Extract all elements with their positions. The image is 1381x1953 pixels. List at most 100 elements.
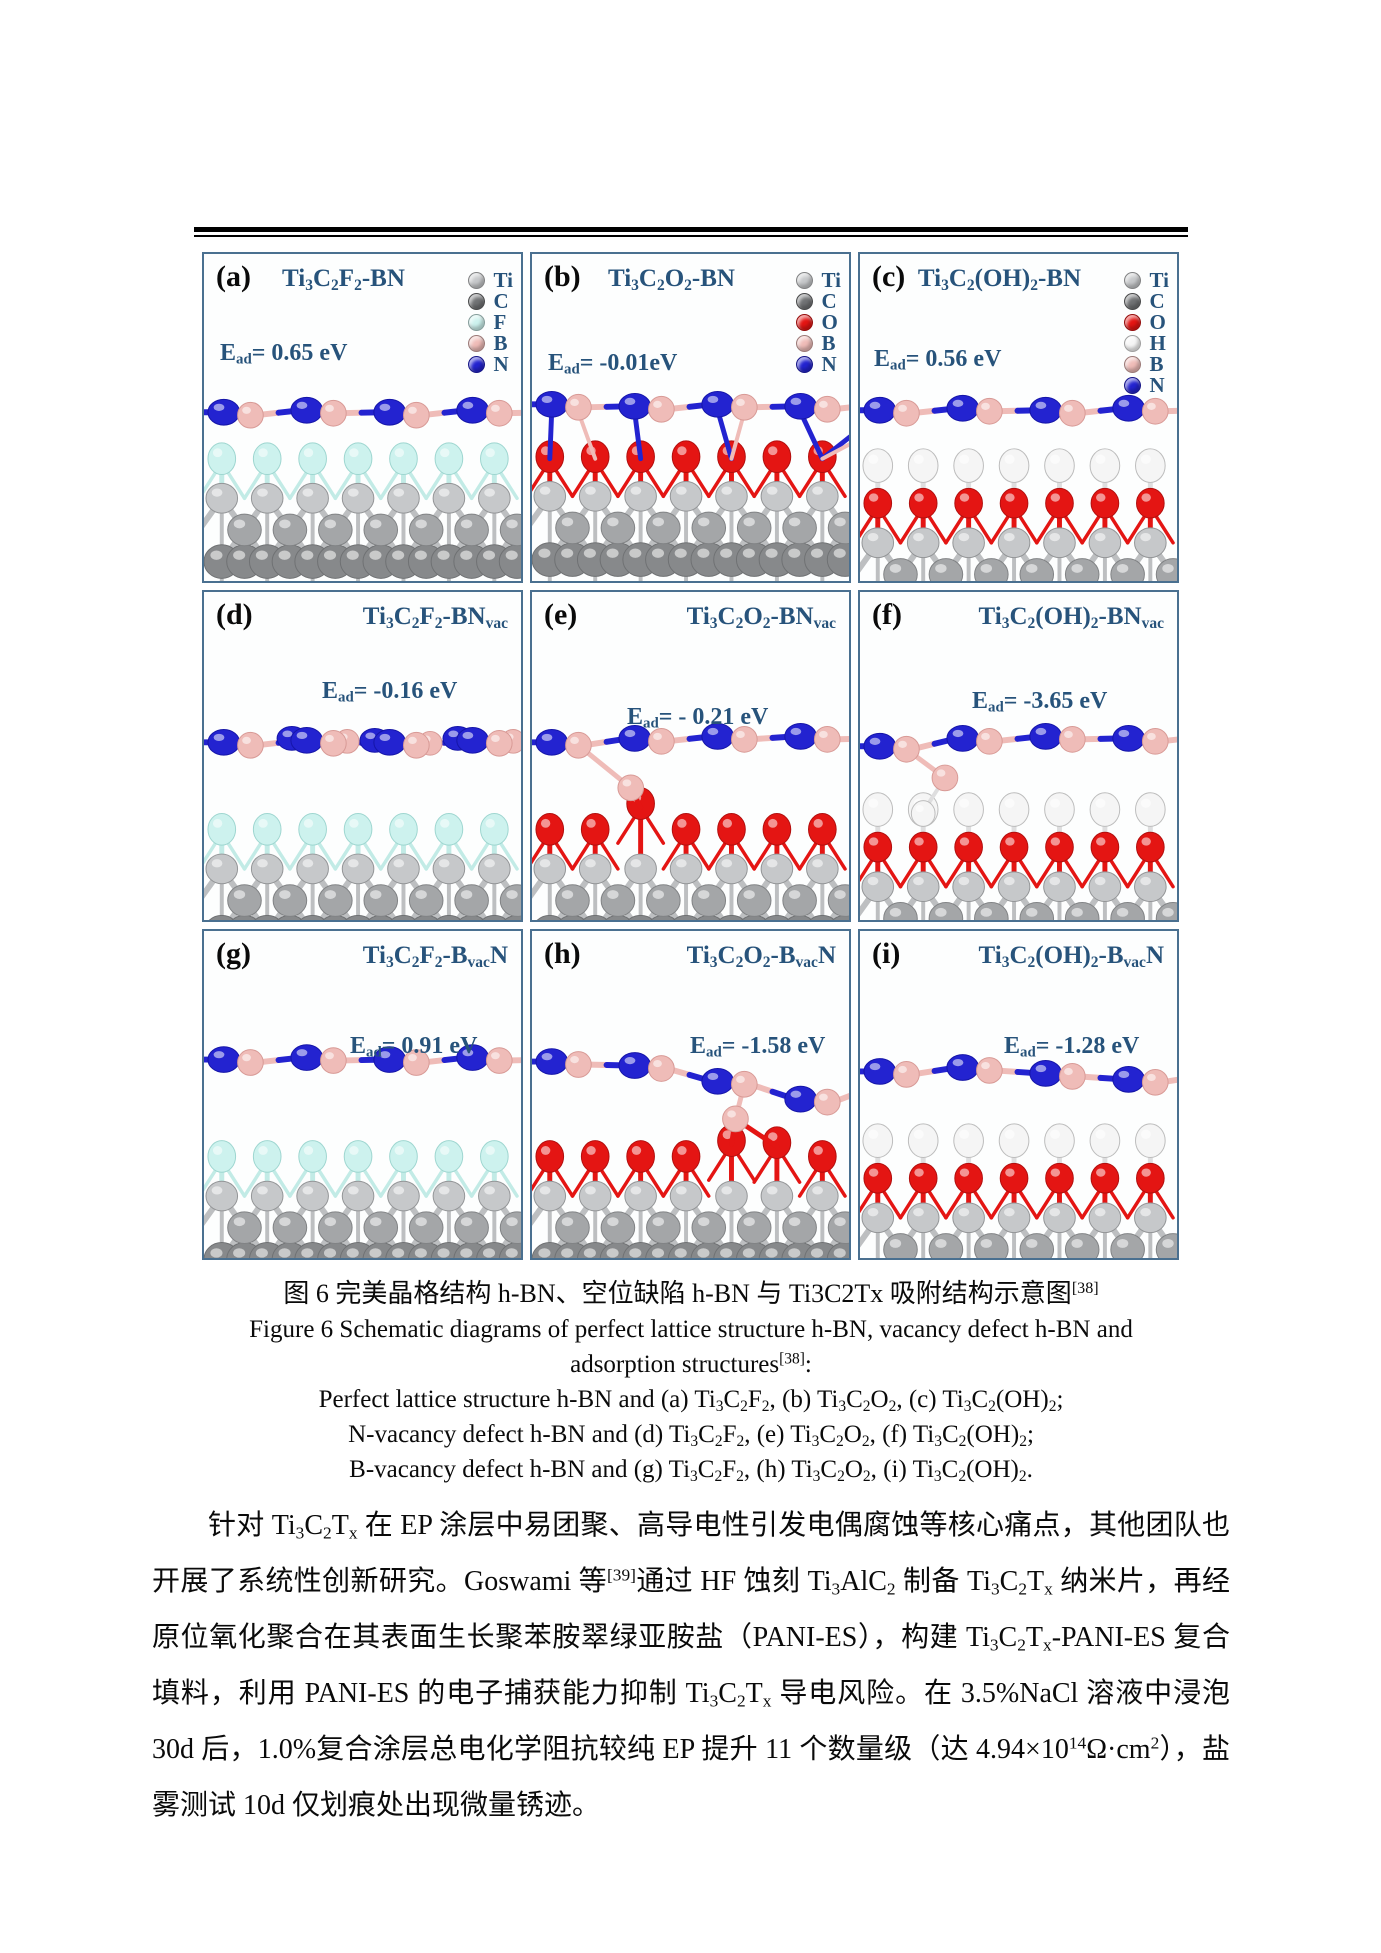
legend-element-label: H: [1149, 331, 1166, 355]
atom-swatch-icon: [467, 272, 485, 289]
atom-swatch-icon: [795, 314, 813, 331]
panel-label: (f): [872, 598, 902, 632]
atom-swatch-icon: [1123, 314, 1141, 331]
legend-item-ti: Ti: [1123, 270, 1169, 291]
adsorption-energy-value: Ead= - 0.21 eV: [627, 704, 769, 733]
structure-svg: [204, 726, 521, 920]
structure-svg: [860, 394, 1177, 582]
legend-element-label: N: [493, 352, 509, 376]
legend-element-label: O: [1149, 310, 1166, 334]
structure-svg: [204, 396, 521, 582]
panel-title: Ti3C2O2-BN: [607, 265, 735, 294]
figure-panel-a: (a) Ti3C2F2-BN Ead= 0.65 eV Ti C F B N: [202, 252, 523, 584]
adsorption-energy-value: Ead= -1.58 eV: [690, 1032, 826, 1061]
atom-swatch-icon: [795, 335, 813, 352]
legend-item-c: C: [795, 291, 841, 312]
legend-item-o: O: [795, 310, 841, 334]
legend-element-label: N: [821, 352, 837, 376]
legend-item-f: F: [467, 310, 513, 334]
legend-element-label: C: [1149, 289, 1165, 313]
panel-label: (a): [216, 260, 251, 293]
panel-title: Ti3C2F2-BvacN: [362, 941, 508, 971]
atom-swatch-icon: [467, 356, 485, 373]
figure-panel-b: (b) Ti3C2O2-BN Ead= -0.01eV Ti C O B N: [530, 252, 851, 584]
adsorption-energy-value: Ead= -0.01eV: [548, 350, 678, 378]
atom-swatch-icon: [467, 335, 485, 352]
structure-svg: [860, 1053, 1177, 1258]
figure-panel-d: (d) Ti3C2F2-BNvac Ead= -0.16 eV: [202, 590, 523, 922]
atom-swatch-icon: [1123, 335, 1141, 352]
panel-label: (e): [544, 598, 578, 632]
atom-swatch-icon: [467, 293, 485, 310]
panel-title: Ti3C2(OH)2-BN: [917, 265, 1082, 294]
legend-item-c: C: [1123, 289, 1169, 313]
adsorption-energy-value: Ead= 0.56 eV: [874, 346, 1002, 374]
figure-panel-f: (f) Ti3C2(OH)2-BNvac Ead= -3.65 eV: [858, 590, 1179, 922]
adsorption-energy-value: Ead= -3.65 eV: [972, 688, 1108, 717]
atom-swatch-icon: [1123, 272, 1141, 289]
atom-swatch-icon: [795, 356, 813, 373]
atom-legend: Ti C O B N: [795, 268, 841, 376]
adsorption-energy-value: Ead= 0.91 eV: [350, 1032, 478, 1061]
figure-panel-e: (e) Ti3C2O2-BNvac Ead= - 0.21 eV: [530, 590, 851, 922]
legend-item-ti: Ti: [795, 268, 841, 292]
panel-label: (i): [872, 936, 901, 970]
legend-item-b: B: [795, 331, 841, 355]
legend-element-label: Ti: [821, 268, 841, 292]
caption-item-n-vacancy: N-vacancy defect h-BN and (d) Ti3C2F2, (…: [348, 1421, 1034, 1450]
panel-label: (h): [544, 936, 581, 970]
atom-legend: Ti C O H B N: [1123, 270, 1169, 396]
figure-panel-h: (h) Ti3C2O2-BvacN Ead= -1.58 eV: [530, 928, 851, 1260]
adsorption-energy-value: Ead= -0.16 eV: [322, 678, 458, 707]
panel-title: Ti3C2(OH)2-BNvac: [978, 603, 1164, 633]
panel-label: (b): [544, 260, 581, 293]
atom-swatch-icon: [795, 272, 813, 289]
figure-panel-i: (i) Ti3C2(OH)2-BvacN Ead= -1.28 eV: [858, 928, 1179, 1260]
atom-swatch-icon: [1123, 377, 1141, 394]
atom-swatch-icon: [795, 293, 813, 310]
adsorption-energy-value: Ead= -1.28 eV: [1004, 1032, 1140, 1061]
panel-title: Ti3C2O2-BNvac: [686, 603, 836, 633]
panel-title: Ti3C2F2-BN: [282, 265, 405, 294]
panel-title: Ti3C2F2-BNvac: [362, 603, 508, 633]
legend-element-label: B: [1149, 352, 1164, 376]
body-paragraph: 针对 Ti3C2Tx 在 EP 涂层中易团聚、高导电性引发电偶腐蚀等核心痛点，其…: [152, 1510, 1231, 1821]
atom-legend: Ti C F B N: [467, 268, 513, 376]
legend-item-c: C: [467, 289, 513, 313]
structure-svg: [860, 723, 1177, 920]
atom-swatch-icon: [467, 314, 485, 331]
caption-item-b-vacancy: B-vacancy defect h-BN and (g) Ti3C2F2, (…: [349, 1456, 1033, 1485]
panel-label: (g): [216, 936, 251, 970]
legend-element-label: B: [821, 331, 836, 355]
structure-svg: [532, 1047, 849, 1258]
panel-title: Ti3C2(OH)2-BvacN: [978, 941, 1164, 971]
figure-caption-block: 图 6 完美晶格结构 h-BN、空位缺陷 h-BN 与 Ti3C2Tx 吸附结构…: [152, 1276, 1230, 1487]
figure-grid: (a) Ti3C2F2-BN Ead= 0.65 eV Ti C F B N (b) Ti3C2O…: [202, 252, 1179, 1260]
adsorption-energy-value: Ead= 0.65 eV: [220, 340, 348, 368]
header-double-rule: [194, 227, 1188, 237]
structure-svg: [204, 1043, 521, 1258]
caption-item-perfect: Perfect lattice structure h-BN and (a) T…: [318, 1386, 1064, 1415]
legend-item-n: N: [795, 352, 841, 376]
figure-panel-g: (g) Ti3C2F2-BvacN Ead= 0.91 eV: [202, 928, 523, 1260]
caption-chinese: 图 6 完美晶格结构 h-BN、空位缺陷 h-BN 与 Ti3C2Tx 吸附结构…: [283, 1279, 1099, 1308]
legend-element-label: Ti: [493, 268, 513, 292]
caption-english-line2: adsorption structures[38]:: [570, 1350, 812, 1378]
panel-label: (c): [872, 260, 906, 293]
atom-swatch-icon: [1123, 356, 1141, 373]
legend-element-label: O: [821, 310, 838, 334]
legend-element-label: F: [493, 310, 507, 334]
panel-label: (d): [216, 598, 253, 632]
legend-item-b: B: [1123, 352, 1169, 376]
legend-item-o: O: [1123, 310, 1169, 334]
figure-panel-c: (c) Ti3C2(OH)2-BN Ead= 0.56 eV Ti C O H B N: [858, 252, 1179, 584]
atom-swatch-icon: [1123, 293, 1141, 310]
structure-svg: [532, 723, 849, 920]
panel-title: Ti3C2O2-BvacN: [686, 941, 836, 971]
legend-item-b: B: [467, 331, 513, 355]
legend-item-n: N: [467, 352, 513, 376]
legend-element-label: C: [493, 289, 509, 313]
legend-item-ti: Ti: [467, 268, 513, 292]
legend-element-label: B: [493, 331, 508, 355]
